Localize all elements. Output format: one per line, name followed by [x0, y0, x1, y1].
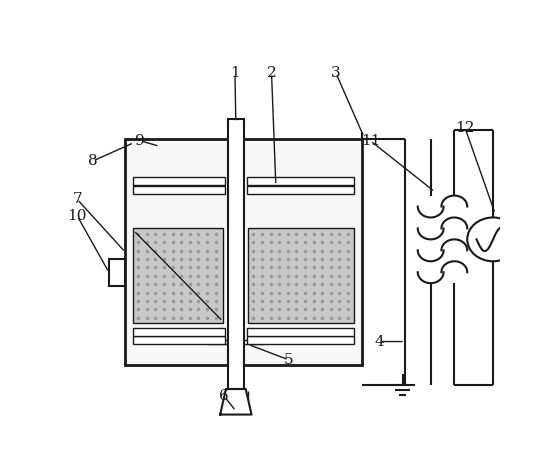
- Bar: [133, 177, 225, 185]
- Text: 1: 1: [230, 66, 240, 80]
- Text: 10: 10: [67, 209, 87, 223]
- Text: 2: 2: [266, 66, 276, 80]
- Polygon shape: [220, 389, 251, 415]
- Bar: [246, 177, 354, 185]
- Text: 4: 4: [374, 335, 384, 348]
- Bar: [109, 259, 125, 286]
- Text: 5: 5: [284, 353, 294, 367]
- Bar: [248, 228, 354, 323]
- Text: 3: 3: [331, 66, 341, 80]
- Bar: [133, 186, 225, 194]
- Bar: [246, 186, 354, 194]
- Bar: [133, 228, 223, 323]
- Bar: [125, 139, 362, 365]
- Bar: [228, 119, 244, 389]
- Bar: [246, 337, 354, 345]
- Text: 11: 11: [361, 134, 380, 148]
- Text: 8: 8: [88, 154, 98, 168]
- Text: 12: 12: [455, 121, 475, 135]
- Bar: [133, 337, 225, 345]
- Text: 7: 7: [72, 192, 82, 206]
- Text: 6: 6: [219, 389, 229, 403]
- Bar: [133, 328, 225, 337]
- Bar: [246, 328, 354, 337]
- Text: 9: 9: [135, 134, 145, 148]
